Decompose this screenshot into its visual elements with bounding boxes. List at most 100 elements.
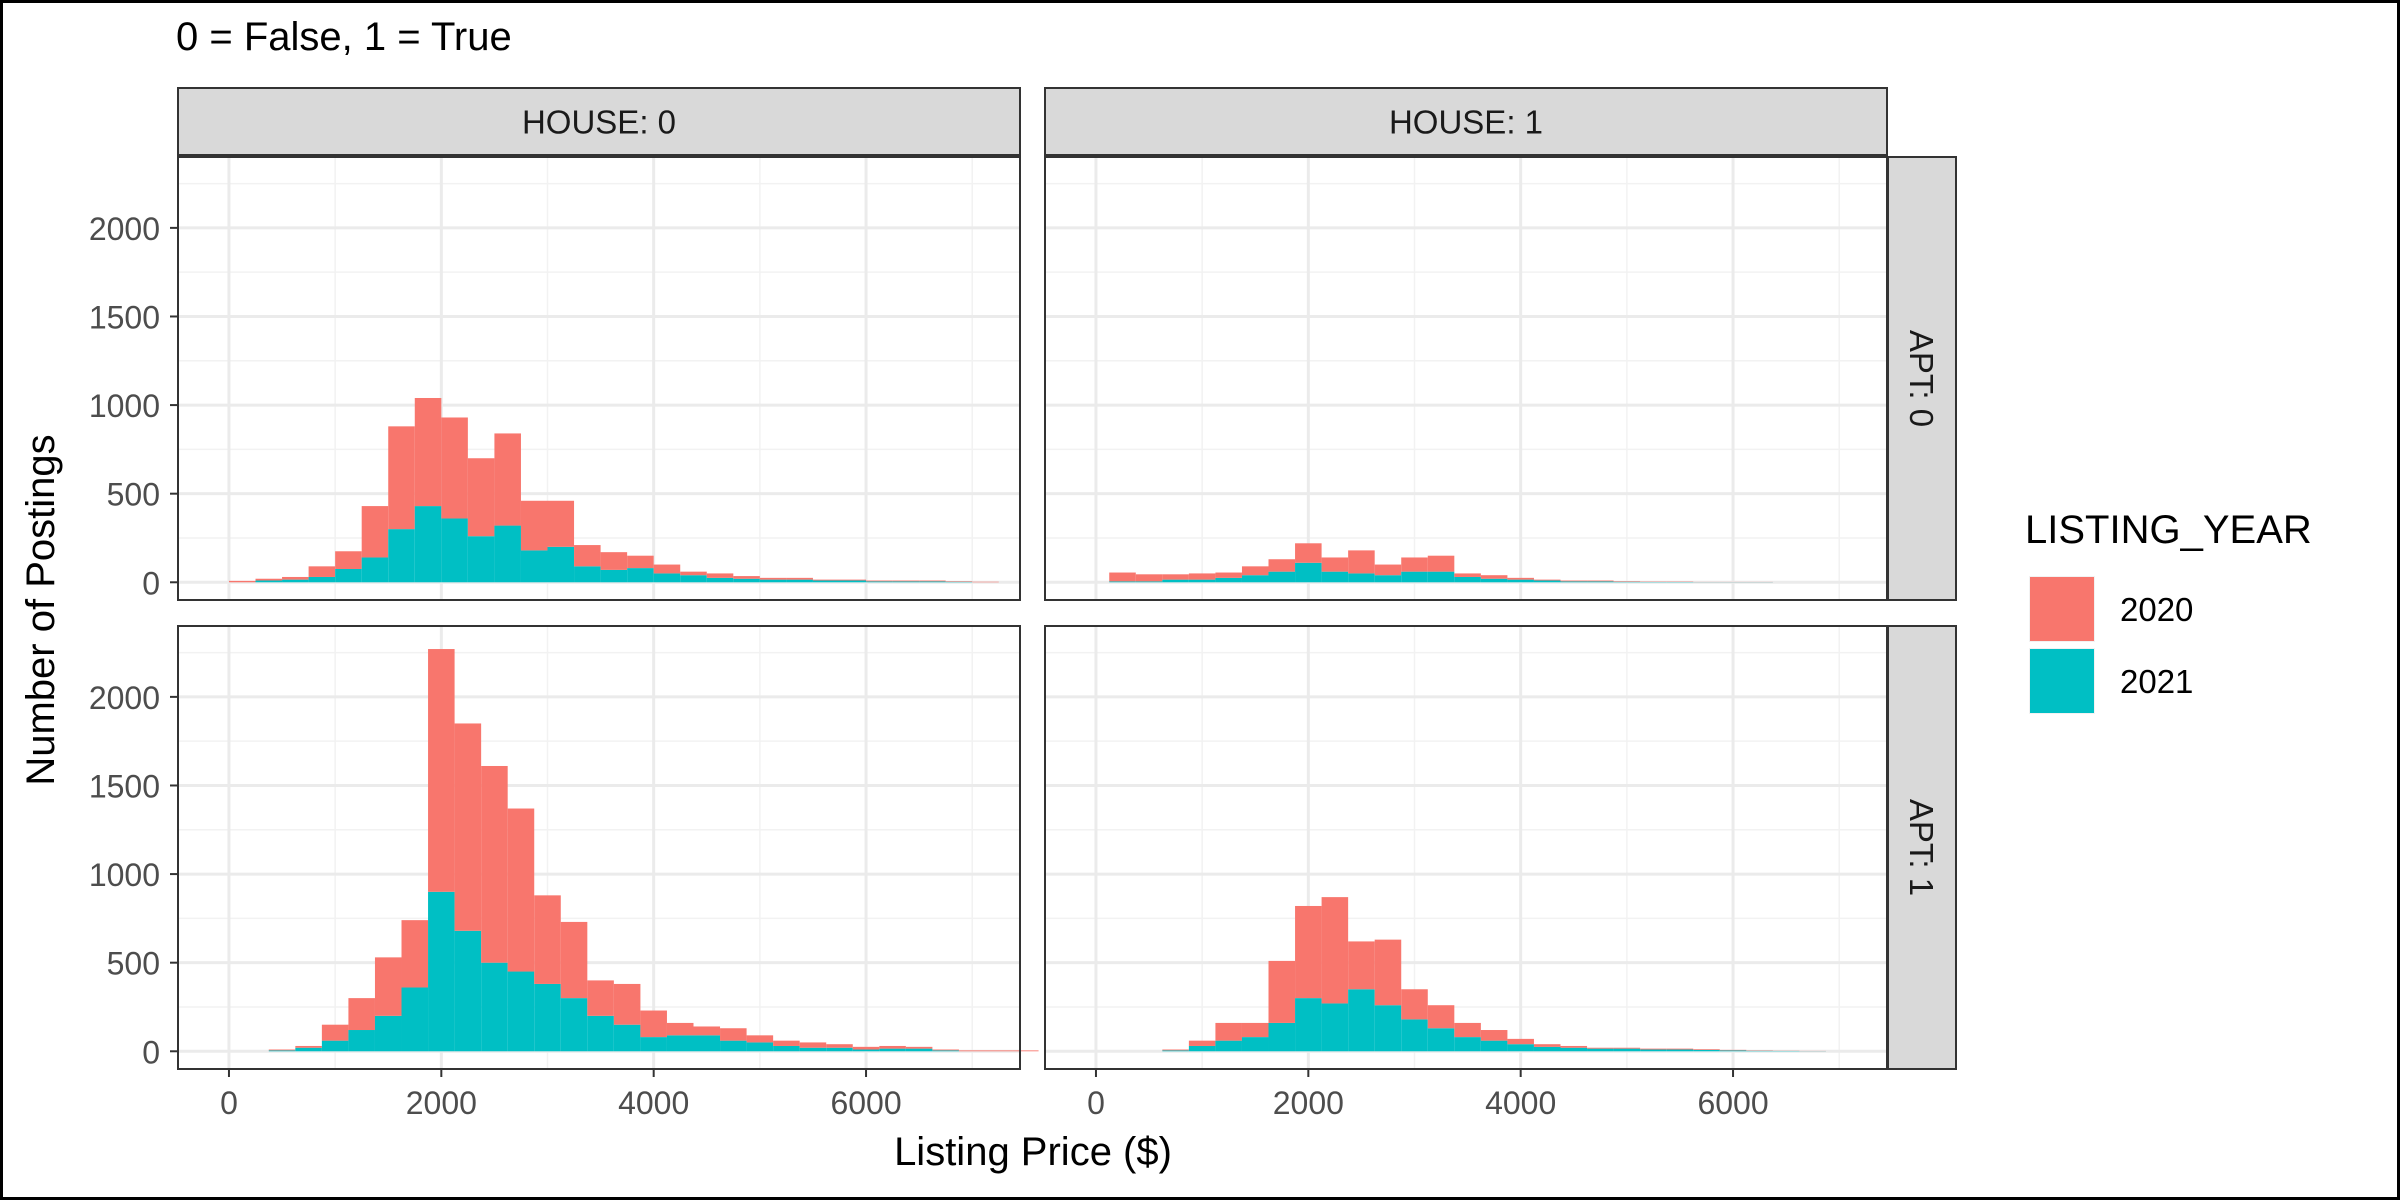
histogram-bar-2020 [985, 1050, 1013, 1052]
histogram-bar-2020 [653, 564, 681, 574]
histogram-bar-2021 [733, 578, 760, 583]
histogram-bar-2020 [1560, 580, 1588, 582]
histogram-bar-2021 [587, 1015, 614, 1052]
histogram-bar-2021 [786, 579, 813, 583]
histogram-bar-2021 [1640, 1049, 1667, 1052]
histogram-bar-2021 [507, 971, 535, 1052]
x-tick-label: 0 [220, 1085, 238, 1121]
histogram-bar-2020 [308, 566, 336, 577]
facet-row-label: APT: 1 [1903, 799, 1940, 896]
histogram-bar-2021 [1533, 580, 1561, 583]
histogram-bar-2021 [640, 1037, 667, 1052]
histogram-bar-2020 [481, 765, 508, 963]
histogram-bar-2021 [1162, 1050, 1189, 1052]
grid-layer [178, 157, 1887, 1069]
histogram-bar-2021 [454, 930, 482, 1052]
histogram-bar-2020 [613, 983, 641, 1025]
histogram-bar-2020 [1507, 577, 1534, 580]
histogram-bar-2020 [1560, 1045, 1588, 1048]
facet-strip-row [1887, 156, 1957, 601]
histogram-bar-2021 [1587, 1048, 1614, 1052]
histogram-bar-2021 [706, 577, 734, 583]
histogram-bar-2020 [361, 506, 389, 558]
histogram-bar-2020 [441, 417, 468, 519]
histogram-bar-2020 [945, 581, 973, 582]
histogram-bar-2021 [1507, 1044, 1534, 1052]
histogram-bar-2020 [560, 921, 588, 999]
histogram-bar-2020 [680, 571, 707, 576]
histogram-bar-2020 [1640, 1048, 1667, 1050]
histogram-bar-2021 [520, 550, 548, 583]
axes-layer: 0 500 1000 1500 2000 0 500 1000 1500 2000 0 2000 400… [89, 211, 1769, 1121]
histogram-bar-2020 [892, 580, 920, 582]
y-tick-label: 500 [107, 477, 160, 513]
histogram-bar-2021 [255, 580, 283, 583]
histogram-bar-2020 [746, 1035, 774, 1043]
histogram-bar-2021 [574, 566, 601, 583]
legend-label: 2020 [2120, 591, 2193, 628]
facet-strip-row [1887, 625, 1957, 1070]
y-tick-label: 1500 [89, 768, 160, 804]
histogram-bar-2020 [733, 576, 760, 579]
histogram-bar-2021 [879, 1048, 906, 1052]
facet-strip-col [177, 87, 1021, 156]
histogram-bar-2020 [374, 957, 402, 1016]
histogram-bar-2021 [720, 1040, 747, 1052]
histogram-bar-2021 [1295, 998, 1322, 1052]
histogram-bar-2021 [826, 1047, 853, 1052]
histogram-bar-2020 [1480, 1030, 1508, 1041]
histogram-bar-2020 [1348, 941, 1375, 990]
histogram-bar-2020 [905, 1046, 933, 1049]
histogram-bar-2021 [428, 891, 455, 1052]
histogram-bar-2020 [1268, 960, 1296, 1023]
histogram-bar-2021 [1268, 1022, 1296, 1052]
bars-layer [228, 397, 1826, 1052]
histogram-bar-2021 [693, 1035, 721, 1052]
histogram-bar-2021 [799, 1047, 827, 1052]
panel-border [177, 156, 1021, 601]
histogram-bar-2021 [600, 569, 628, 583]
histogram-bar-2020 [454, 723, 482, 931]
histogram-bar-2021 [613, 1024, 641, 1052]
histogram-bar-2020 [1427, 1005, 1455, 1029]
facet-row-label: APT: 0 [1903, 330, 1940, 427]
histogram-bar-2021 [1188, 579, 1216, 583]
histogram-bar-2020 [1321, 557, 1349, 572]
histogram-bar-2020 [1109, 572, 1136, 582]
panel-background [1045, 626, 1887, 1069]
histogram-bar-2021 [1374, 575, 1402, 583]
histogram-bar-2021 [1746, 1050, 1773, 1052]
x-tick-label: 6000 [830, 1085, 901, 1121]
legend-items: 2020 2021 [2029, 576, 2193, 714]
histogram-bar-2020 [1454, 1022, 1481, 1038]
legend-title: LISTING_YEAR [2025, 508, 2312, 552]
histogram-bar-2021 [1295, 562, 1322, 583]
histogram-bar-2020 [401, 920, 429, 988]
histogram-bar-2021 [1401, 1019, 1428, 1052]
panel-background [178, 157, 1020, 600]
histogram-bar-2021 [534, 983, 561, 1052]
histogram-bar-2020 [467, 458, 495, 537]
histogram-bar-2021 [481, 962, 508, 1052]
histogram-bar-2020 [494, 433, 521, 526]
x-tick-label: 6000 [1697, 1085, 1768, 1121]
histogram-bar-2021 [866, 581, 893, 583]
facet-col-label: HOUSE: 0 [522, 104, 676, 141]
histogram-bar-2021 [1719, 1050, 1747, 1052]
histogram-bar-2021 [945, 581, 973, 583]
histogram-bar-2021 [1613, 581, 1641, 583]
histogram-bar-2021 [308, 576, 336, 583]
histogram-bar-2020 [520, 500, 548, 551]
histogram-bar-2021 [839, 580, 867, 583]
histogram-bar-2021 [295, 1047, 322, 1052]
histogram-bar-2020 [1215, 1022, 1242, 1041]
histogram-bar-2020 [428, 649, 455, 892]
histogram-bar-2020 [335, 551, 362, 569]
histogram-bar-2021 [1241, 1037, 1269, 1052]
histogram-bar-2020 [773, 1040, 800, 1046]
histogram-bar-2020 [786, 577, 813, 580]
histogram-bar-2021 [1427, 571, 1455, 583]
histogram-bar-2021 [1560, 581, 1588, 583]
histogram-bar-2020 [1719, 1049, 1747, 1051]
histogram-bar-2020 [255, 578, 283, 581]
